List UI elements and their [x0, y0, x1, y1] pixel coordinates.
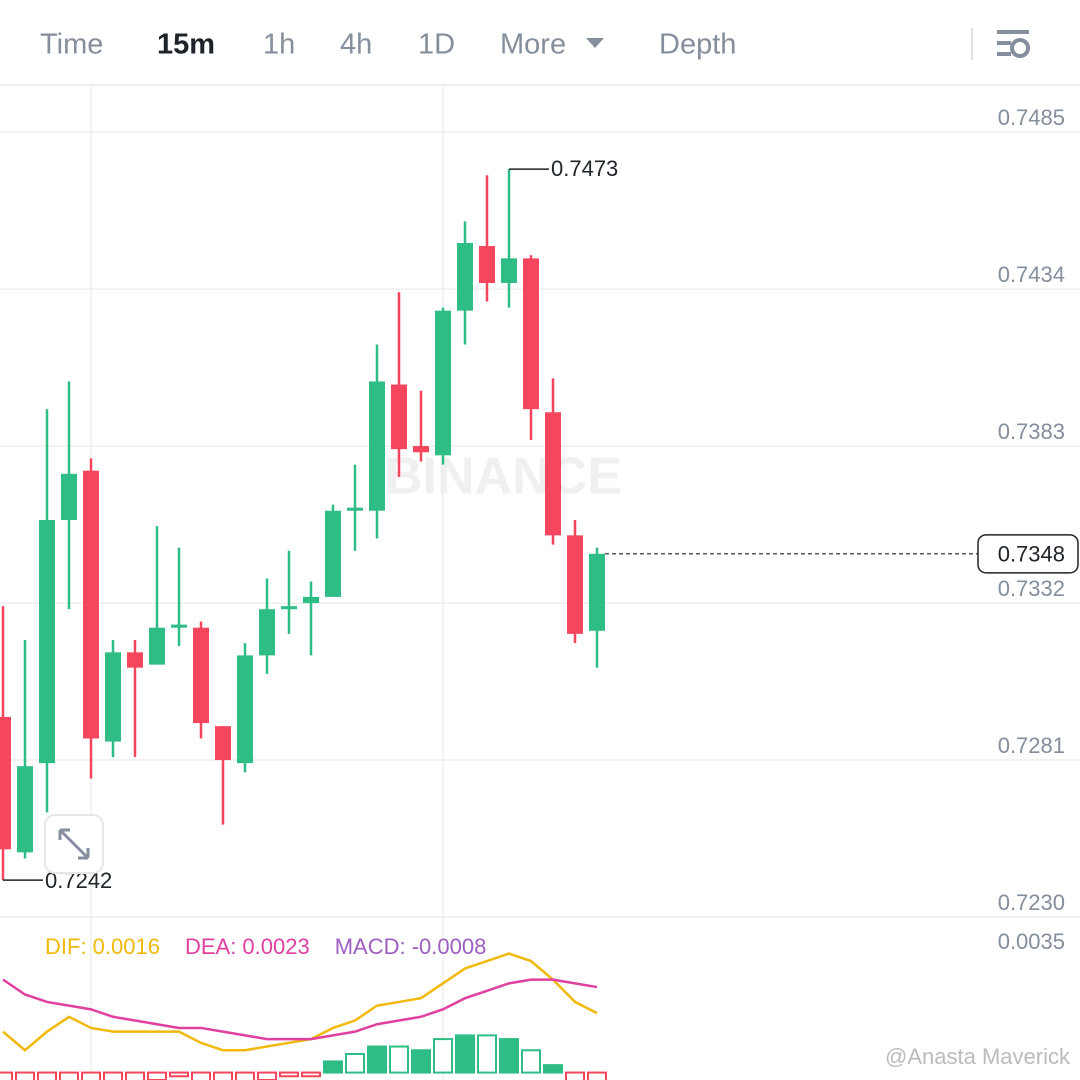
candle-body — [523, 258, 539, 410]
settings-icon[interactable] — [997, 30, 1030, 58]
y-tick-label: 0.0035 — [998, 929, 1065, 954]
indicator-legend: MACD: -0.0008 — [335, 934, 487, 959]
macd-bar — [433, 1038, 453, 1074]
watermark: BINANCE — [385, 448, 622, 506]
candle-body — [17, 766, 33, 853]
macd-bar — [565, 1071, 585, 1080]
candle-body — [193, 627, 209, 724]
candle-body — [435, 310, 451, 456]
candle-body — [83, 470, 99, 739]
indicator-legend: DIF: 0.0016 — [45, 934, 160, 959]
macd-bar — [169, 1071, 189, 1078]
macd-bar — [411, 1049, 431, 1074]
macd-bar — [279, 1071, 299, 1078]
candle-body — [325, 510, 341, 597]
candle-body — [281, 606, 297, 610]
y-tick-label: 0.7230 — [998, 890, 1065, 915]
candle-body — [259, 609, 275, 656]
max-price-label: 0.7473 — [551, 156, 618, 181]
plot-area: 0.7485 0.7434 0.7383 0.7332 0.7281 0.7230 0.74… — [0, 105, 1080, 1080]
macd-bar — [59, 1071, 79, 1080]
macd-bar — [37, 1071, 57, 1080]
timeframe-bar: Time 15m 1h 4h 1D More Depth — [0, 28, 1080, 86]
indicator-legend: DEA: 0.0023 — [185, 934, 310, 959]
macd-bar — [147, 1071, 167, 1080]
timeframe-tab[interactable]: 1h — [263, 29, 295, 61]
candle-body — [127, 652, 143, 668]
icon-bar — [997, 41, 1011, 45]
candle-body — [237, 655, 253, 764]
macd-bar — [15, 1071, 35, 1080]
macd-bar — [477, 1034, 497, 1074]
candle-body — [457, 242, 473, 311]
timeframe-tab[interactable]: Time — [40, 29, 103, 61]
timeframe-tab[interactable]: 4h — [340, 29, 372, 61]
macd-bar — [587, 1071, 607, 1080]
y-tick-label: 0.7383 — [998, 419, 1065, 444]
macd-bar — [257, 1071, 277, 1080]
candle-body — [39, 519, 55, 764]
candle-body — [303, 596, 319, 604]
macd-bar — [235, 1071, 255, 1080]
macd-bar — [301, 1071, 321, 1078]
macd-bar — [323, 1060, 343, 1074]
macd-bar — [345, 1052, 365, 1074]
last-price-box — [977, 534, 1079, 574]
candle-body — [61, 473, 77, 520]
macd-bar — [125, 1071, 145, 1080]
credit: @Anasta Maverick — [885, 1044, 1071, 1069]
macd-bar — [213, 1071, 233, 1080]
y-tick-label: 0.7434 — [998, 262, 1065, 287]
macd-bar — [499, 1038, 519, 1074]
last-price-label: 0.7348 — [998, 542, 1065, 567]
timeframe-tab[interactable]: More — [500, 29, 566, 61]
timeframe-tab[interactable]: Depth — [659, 29, 736, 61]
more-arrow — [586, 38, 604, 48]
candle-body — [0, 716, 11, 850]
candle-body — [501, 258, 517, 283]
timeframe-tab[interactable]: 1D — [418, 29, 455, 61]
macd-bar — [81, 1071, 101, 1080]
y-tick-label: 0.7281 — [998, 733, 1065, 758]
macd-bar — [0, 1071, 13, 1080]
indicator-line — [2, 952, 598, 1052]
expand-icon — [58, 828, 90, 860]
candle-body — [545, 412, 561, 536]
candle-body — [105, 652, 121, 742]
macd-bar — [389, 1045, 409, 1074]
macd-bar — [543, 1064, 563, 1074]
macd-bar — [191, 1071, 211, 1080]
icon-bar — [997, 30, 1029, 34]
candle-body — [369, 381, 385, 511]
macd-bar — [367, 1045, 387, 1074]
candle-body — [567, 535, 583, 634]
candle-body — [215, 726, 231, 761]
candle-body — [347, 507, 363, 511]
macd-bar — [103, 1071, 123, 1080]
macd-bar — [455, 1034, 475, 1074]
candle-body — [171, 624, 187, 628]
candle-body — [479, 246, 495, 283]
y-tick-label: 0.7332 — [998, 576, 1065, 601]
candle-body — [391, 384, 407, 450]
icon-bar — [997, 52, 1011, 56]
y-tick-label: 0.7485 — [998, 105, 1065, 130]
candle-body — [413, 446, 429, 453]
macd-bar — [521, 1049, 541, 1074]
indicator-line — [2, 978, 598, 1041]
candle-body — [589, 553, 605, 631]
candle-body — [149, 627, 165, 665]
timeframe-tab[interactable]: 15m — [157, 29, 215, 61]
icon-gear — [1010, 38, 1030, 58]
